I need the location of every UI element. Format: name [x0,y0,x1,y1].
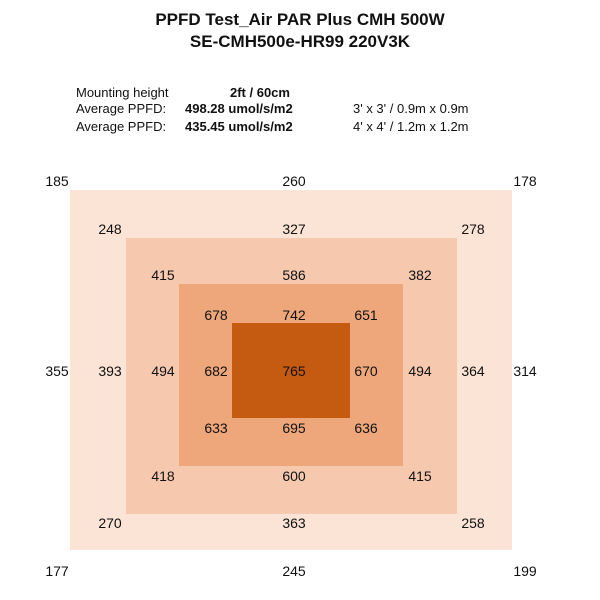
average-ppfd-value-1: 498.28 umol/s/m2 [185,101,293,116]
ppfd-reading-ring4-right: 670 [354,363,378,379]
chart-subtitle: SE-CMH500e-HR99 220V3K [189,32,411,51]
mounting-height-label: Mounting height [76,85,169,100]
mounting-height-row: Mounting height 2ft / 60cm [76,85,290,100]
ppfd-reading-ring1-left: 355 [45,363,69,379]
ppfd-reading-ring1-bottom: 245 [282,563,306,579]
average-ppfd-row-2: Average PPFD: 435.45 umol/s/m2 4' x 4' / … [76,119,469,134]
average-ppfd-area-1: 3' x 3' / 0.9m x 0.9m [353,101,469,116]
ppfd-reading-ring3-top-left: 415 [151,267,175,283]
ppfd-reading-ring4-left: 682 [204,363,228,379]
ppfd-reading-ring4-top-right: 651 [354,307,378,323]
ppfd-reading-ring5-center: 765 [282,363,306,379]
ppfd-reading-ring2-bottom: 363 [282,515,306,531]
ppfd-reading-ring3-right: 494 [408,363,432,379]
average-ppfd-area-2: 4' x 4' / 1.2m x 1.2m [353,119,469,134]
mounting-height-value: 2ft / 60cm [230,85,290,100]
ppfd-reading-ring2-bottom-left: 270 [98,515,122,531]
ppfd-reading-ring1-bottom-right: 199 [513,563,537,579]
ppfd-reading-ring4-bottom: 695 [282,420,306,436]
ppfd-reading-ring4-bottom-right: 636 [354,420,378,436]
average-ppfd-label-1: Average PPFD: [76,101,167,116]
average-ppfd-row-1: Average PPFD: 498.28 umol/s/m2 3' x 3' / … [76,101,469,116]
ppfd-reading-ring3-top-right: 382 [408,267,432,283]
ppfd-reading-ring1-top: 260 [282,173,306,189]
ppfd-reading-ring4-top: 742 [282,307,306,323]
ppfd-reading-ring1-bottom-left: 177 [45,563,69,579]
ppfd-reading-ring2-right: 364 [461,363,485,379]
average-ppfd-label-2: Average PPFD: [76,119,167,134]
ppfd-reading-ring3-bottom-left: 418 [151,468,175,484]
ppfd-reading-ring3-bottom: 600 [282,468,306,484]
ppfd-reading-ring2-top: 327 [282,221,306,237]
average-ppfd-value-2: 435.45 umol/s/m2 [185,119,293,134]
ppfd-reading-ring2-top-left: 248 [98,221,122,237]
ppfd-reading-ring3-top: 586 [282,267,306,283]
ppfd-reading-ring3-bottom-right: 415 [408,468,432,484]
chart-title: PPFD Test_Air PAR Plus CMH 500W [155,10,445,29]
ppfd-reading-ring1-right: 314 [513,363,537,379]
ppfd-reading-ring1-top-right: 178 [513,173,537,189]
ppfd-reading-ring2-bottom-right: 258 [461,515,485,531]
ppfd-reading-ring4-top-left: 678 [204,307,228,323]
ppfd-reading-ring2-left: 393 [98,363,122,379]
zone-center [232,323,350,418]
ppfd-reading-ring3-left: 494 [151,363,175,379]
ppfd-reading-ring2-top-right: 278 [461,221,485,237]
ppfd-reading-ring4-bottom-left: 633 [204,420,228,436]
ppfd-reading-ring1-top-left: 185 [45,173,69,189]
